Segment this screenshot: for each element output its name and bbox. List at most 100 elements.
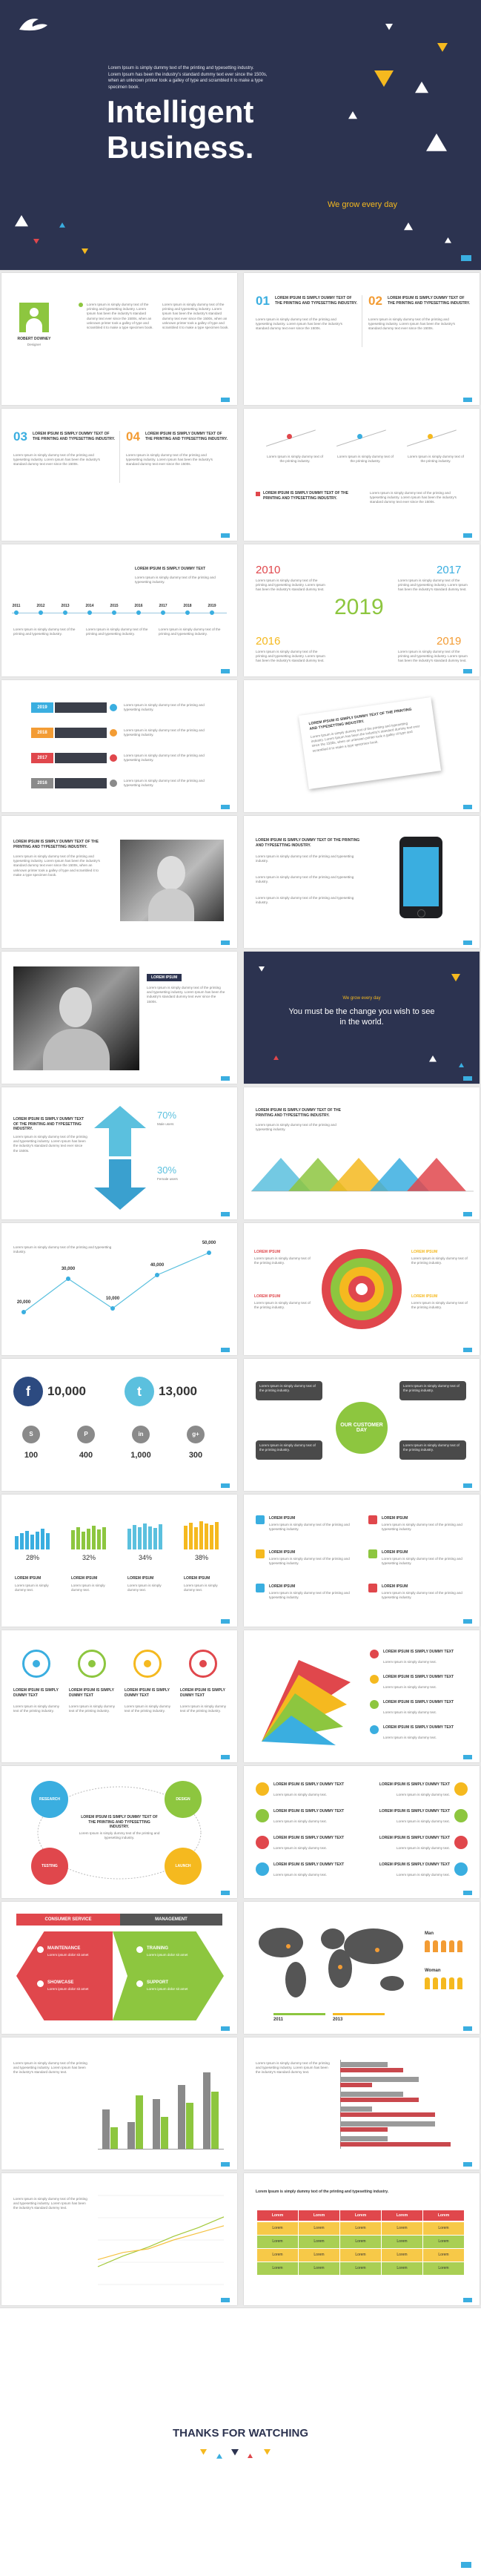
graphic — [19, 19, 47, 31]
page-badge — [221, 398, 230, 402]
body-text: Lorem Ipsum is simply dummy text of the … — [382, 1557, 462, 1566]
year-bar — [333, 2013, 385, 2015]
icon — [370, 1700, 379, 1709]
slide: LOREM IPSUM IS SIMPLY DUMMY TEXT OF THE … — [244, 680, 480, 812]
icon — [256, 1809, 269, 1822]
value-label: 40,000 — [150, 1263, 165, 1268]
ring — [22, 1650, 50, 1678]
graphic — [322, 1249, 402, 1329]
ring — [78, 1650, 106, 1678]
body-text: Lorem Ipsum is simply dummy text of the … — [147, 986, 225, 1004]
bar — [55, 778, 107, 788]
pin-text: Lorem Ipsum is simply dummy text of the … — [267, 455, 323, 464]
caption: Male users — [157, 1122, 174, 1126]
item-title: LOREM IPSUM IS SIMPLY DUMMY TEXT — [125, 1688, 170, 1698]
bar — [203, 2072, 211, 2149]
decoration — [348, 111, 357, 119]
year: 2017 — [437, 564, 462, 576]
page-badge — [221, 1891, 230, 1895]
bar — [55, 753, 107, 763]
decor-bar — [25, 1531, 29, 1549]
graphic — [94, 1106, 146, 1210]
body-text: Lorem Ipsum is simply dummy text of the … — [411, 1256, 468, 1265]
value-label: 50,000 — [202, 1241, 216, 1245]
item-title: LOREM IPSUM IS SIMPLY DUMMY TEXT — [383, 1650, 454, 1654]
body-text: Lorem Ipsum is simply dummy text. — [397, 1846, 450, 1850]
year-highlight: 2019 — [334, 595, 384, 619]
people-label: Woman — [425, 1969, 441, 1973]
ring — [356, 1283, 368, 1295]
table-cell: Lorem — [299, 2249, 339, 2262]
year: 2017 — [159, 604, 167, 608]
page-badge — [221, 2026, 230, 2031]
decor-bar — [97, 1529, 101, 1549]
slide: LOREM IPSUM Lorem Ipsum is simply dummy t… — [244, 1223, 480, 1355]
page-badge — [461, 2562, 471, 2568]
triangle — [288, 1158, 348, 1191]
table-cell: Lorem — [257, 2236, 298, 2248]
avatar-body — [26, 318, 42, 332]
icon — [368, 1549, 377, 1558]
graphic — [15, 215, 28, 227]
table-cell: Lorem — [299, 2236, 339, 2248]
bar — [127, 2122, 136, 2149]
decoration — [231, 2449, 239, 2456]
page-badge — [221, 805, 230, 809]
graphic — [264, 2449, 271, 2455]
body-text: Lorem Ipsum is simply dummy text. — [273, 1846, 327, 1850]
quote: You must be the change you wish to see i… — [288, 1007, 435, 1027]
timeline-dot — [210, 610, 214, 615]
item-title: LOREM IPSUM IS SIMPLY DUMMY TEXT — [379, 1809, 450, 1814]
year: 2011 — [12, 604, 21, 608]
icon — [256, 1549, 265, 1558]
point — [110, 1306, 115, 1311]
pin — [428, 434, 433, 439]
table-header: Lorem — [257, 2210, 298, 2221]
section-number: 04 — [126, 429, 140, 444]
page-badge — [463, 2026, 472, 2031]
body-text: Lorem Ipsum is simply dummy text of the … — [162, 303, 229, 329]
closing-title: THANKS FOR WATCHING — [172, 2427, 309, 2440]
heading: Lorem Ipsum is simply dummy text of the … — [256, 2190, 389, 2194]
item-title: LOREM IPSUM — [411, 1250, 438, 1254]
heading: LOREM IPSUM IS SIMPLY DUMMY TEXT OF THE … — [256, 838, 360, 848]
pin-text: Lorem Ipsum is simply dummy text of the … — [337, 455, 394, 464]
year-tag: 2018 — [31, 728, 53, 738]
page-badge — [463, 1348, 472, 1352]
social-icon: in — [132, 1426, 150, 1443]
page-badge — [221, 1755, 230, 1759]
table-cell: Lorem — [340, 2262, 381, 2275]
decoration — [385, 24, 393, 30]
cycle-node: TESTING — [31, 1848, 68, 1885]
body-text: Lorem Ipsum is simply dummy text. — [127, 1584, 162, 1592]
intro-text: Lorem Ipsum is simply dummy text of the … — [108, 66, 268, 90]
decor-bar — [148, 1526, 152, 1549]
decoration — [200, 2449, 207, 2455]
page-badge — [221, 2162, 230, 2167]
icon — [368, 1584, 377, 1592]
percent: 38% — [194, 1554, 208, 1561]
page-badge — [221, 941, 230, 945]
item-title: LOREM IPSUM IS SIMPLY DUMMY TEXT — [69, 1688, 114, 1698]
icon — [454, 1782, 468, 1796]
icon — [136, 1946, 143, 1953]
slide: LOREM IPSUM Lorem Ipsum is simply dummy t… — [244, 1495, 480, 1627]
section-number: 02 — [368, 294, 382, 308]
percent: 70% — [157, 1110, 177, 1121]
social-count: 10,000 — [47, 1384, 86, 1398]
item-title: LOREM IPSUM — [71, 1576, 98, 1581]
decor-bar — [138, 1527, 142, 1549]
ring — [189, 1650, 217, 1678]
bar — [110, 2127, 119, 2149]
graphic — [445, 237, 451, 243]
icon — [88, 1660, 96, 1667]
heading: LOREM IPSUM IS SIMPLY DUMMY TEXT — [135, 567, 206, 571]
bar — [55, 702, 107, 713]
table-cell: Lorem — [382, 2236, 422, 2248]
item-title: LOREM IPSUM IS SIMPLY DUMMY TEXT — [383, 1725, 454, 1730]
section-body: Lorem Ipsum is simply dummy text of the … — [13, 453, 100, 467]
icon — [37, 1946, 44, 1953]
body-text: Lorem Ipsum is simply dummy text of the … — [269, 1523, 350, 1532]
icon — [136, 1980, 143, 1987]
